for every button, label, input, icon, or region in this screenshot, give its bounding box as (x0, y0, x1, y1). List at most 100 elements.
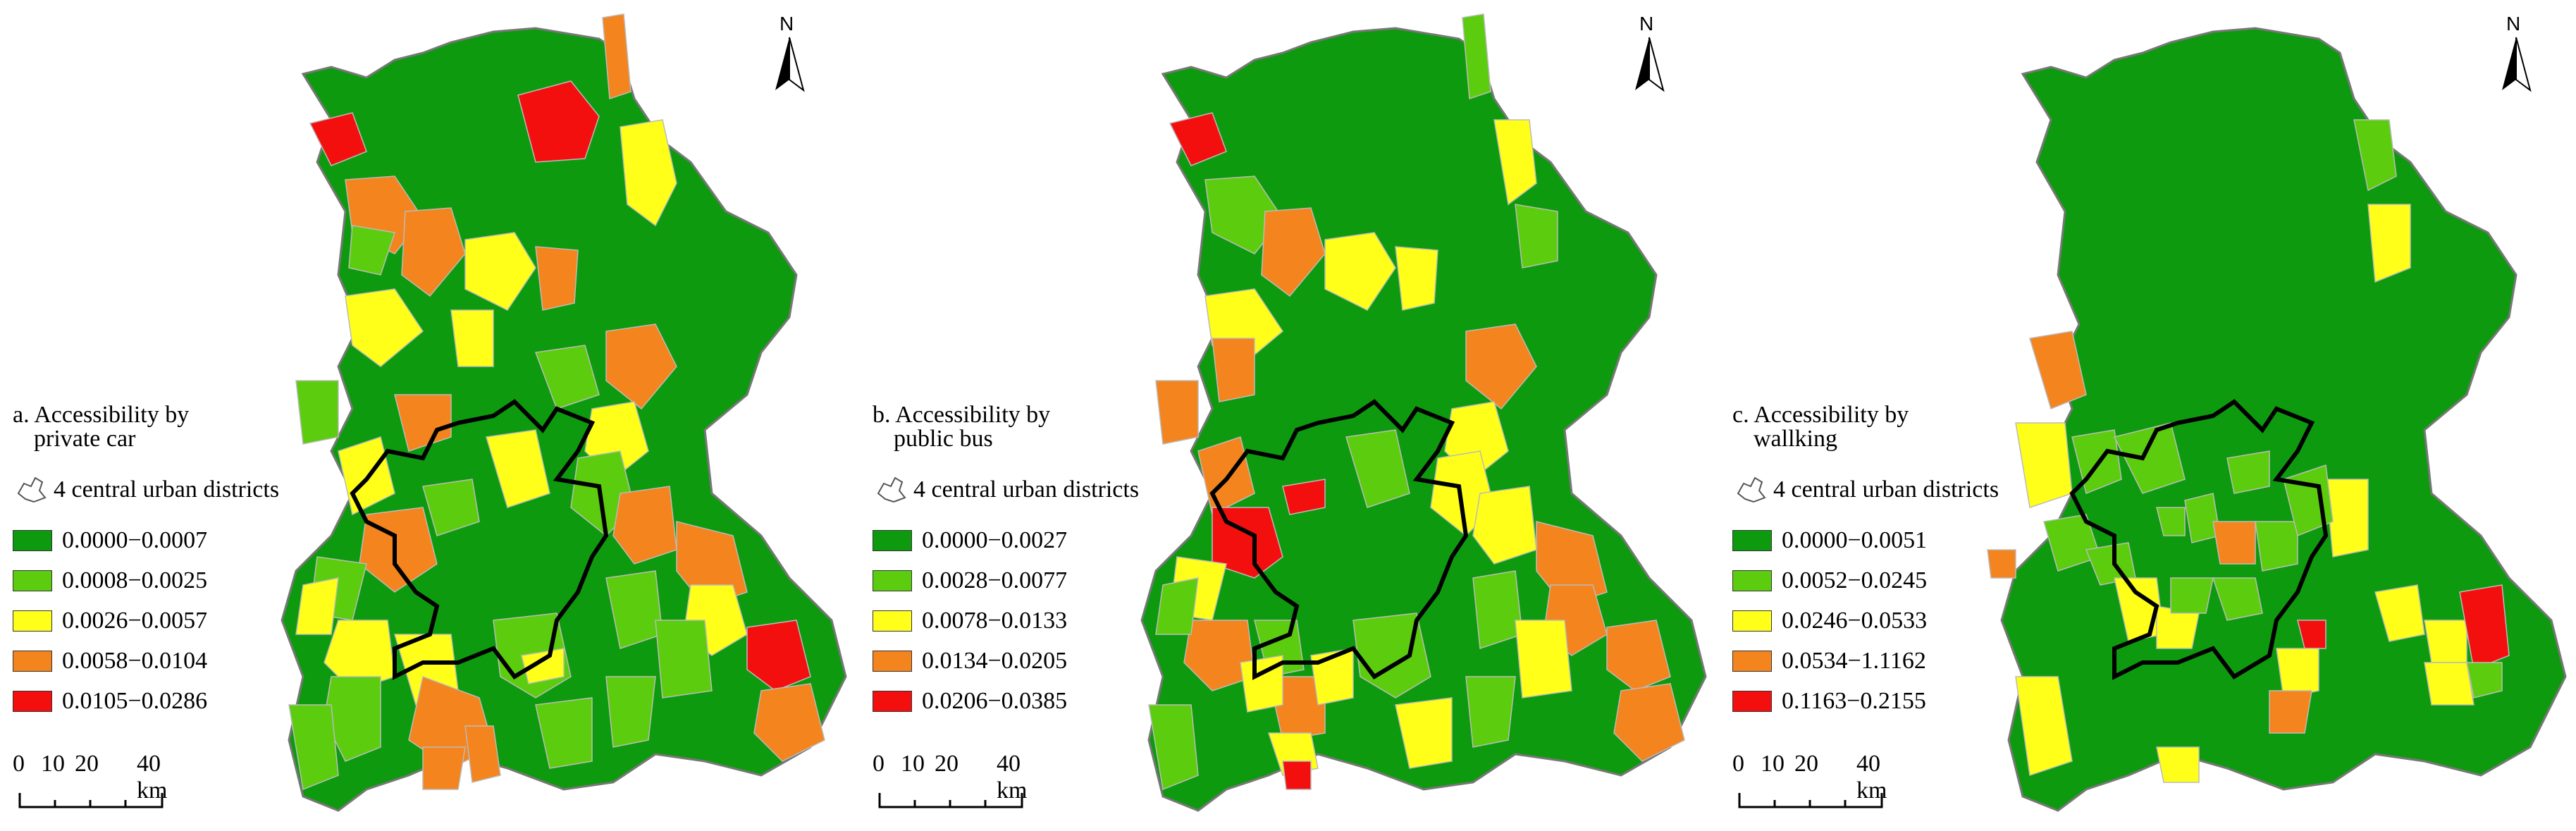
district-area (1155, 380, 1199, 445)
scale-bar: 0 10 20 40 km (13, 751, 196, 821)
district-area (422, 746, 466, 790)
district-area (1395, 246, 1438, 311)
legend-item: 0.0246−0.0533 (1732, 601, 1927, 641)
district-area (753, 683, 825, 762)
district-patches (288, 13, 825, 791)
scale-label: 20 (1794, 751, 1818, 777)
scale-label: 0 (1732, 751, 1744, 777)
boundary-legend-label: 4 central urban districts (54, 476, 280, 503)
district-area (2255, 521, 2298, 572)
district-area (2015, 422, 2073, 508)
legend-label: 0.0052−0.0245 (1782, 567, 1928, 593)
district-area (655, 620, 713, 698)
district-area (295, 577, 339, 635)
district-area (1493, 119, 1537, 206)
central-urban-boundary (2069, 399, 2329, 680)
scale-label: 0 (873, 751, 885, 777)
district-area (1155, 577, 1199, 635)
legend-item: 0.0000−0.0027 (873, 520, 1067, 560)
map-a (281, 13, 847, 812)
panel-title: c. Accessibility by wallking (1732, 403, 1909, 451)
district-area (348, 225, 395, 276)
district-area (1472, 486, 1537, 565)
district-area (1345, 429, 1410, 508)
legend-swatch (873, 610, 912, 632)
legend-swatch (1732, 529, 1772, 551)
district-area (1462, 13, 1491, 100)
legend-swatch (873, 570, 912, 591)
district-area (534, 345, 600, 410)
legend-swatch (1732, 570, 1772, 591)
central-urban-boundary (350, 399, 609, 680)
district-area (1212, 338, 1255, 402)
legend-label: 0.0105−0.0286 (62, 687, 208, 714)
legend-label: 0.0026−0.0057 (62, 607, 208, 634)
district-area (535, 697, 593, 769)
district-area (464, 725, 501, 783)
legend-label: 0.0534−1.1162 (1782, 647, 1926, 674)
map-b (1140, 13, 1707, 812)
scale-label: 10 (901, 751, 925, 777)
district-area (2029, 331, 2087, 410)
district-area (2459, 584, 2510, 671)
map-panel-a: N a. Accessibility by private car 4 cent… (0, 0, 858, 831)
district-area (605, 676, 656, 748)
district-area (2212, 521, 2256, 565)
legend-label: 0.0058−0.0104 (62, 647, 208, 674)
north-arrow-icon (1635, 37, 1665, 92)
north-label: N (779, 13, 794, 35)
district-area (1613, 683, 1685, 762)
district-area (1282, 479, 1326, 515)
district-area (1515, 620, 1572, 698)
legend-swatch (873, 690, 912, 712)
district-area (2226, 450, 2270, 494)
north-label: N (2506, 13, 2521, 35)
district-area (1183, 620, 1255, 691)
north-arrow-icon (775, 37, 805, 92)
legend-label: 0.0246−0.0533 (1782, 607, 1928, 634)
scale-bar: 0 10 20 40 km (1732, 751, 1916, 821)
north-arrow: N (768, 13, 811, 92)
district-area (486, 429, 550, 508)
boundary-legend-label: 4 central urban districts (913, 476, 1140, 503)
legend-label: 0.1163−0.2155 (1782, 687, 1926, 714)
legend-label: 0.0000−0.0051 (1782, 527, 1928, 553)
scale-label: 20 (75, 751, 99, 777)
district-area (1987, 549, 2016, 579)
legend-item: 0.0000−0.0007 (13, 520, 207, 560)
scale-label: 40 km (1856, 751, 1887, 804)
district-area (535, 246, 579, 311)
legend-label: 0.0000−0.0027 (922, 527, 1068, 553)
legend-label: 0.0000−0.0007 (62, 527, 208, 553)
north-label: N (1639, 13, 1654, 35)
district-area (1395, 697, 1453, 769)
district-area (288, 704, 339, 791)
panel-title: a. Accessibility by private car (13, 403, 189, 451)
legend-item: 0.0534−1.1162 (1732, 641, 1927, 681)
district-area (2297, 620, 2327, 649)
panel-title-line2: private car (34, 426, 136, 452)
scale-bar-ruler (1738, 793, 1883, 808)
district-patches (1987, 119, 2510, 783)
legend-swatch (1732, 610, 1772, 632)
legend-swatch (873, 650, 912, 672)
district-area (2374, 584, 2425, 642)
district-area (2156, 507, 2186, 536)
legend-label: 0.0008−0.0025 (62, 567, 208, 593)
legend-swatch (1732, 690, 1772, 712)
district-area (1148, 704, 1199, 791)
district-area (1261, 207, 1326, 297)
district-boundary-icon (877, 476, 906, 503)
district-area (422, 479, 480, 536)
legend-label: 0.0206−0.0385 (922, 687, 1068, 714)
scale-label: 10 (1761, 751, 1785, 777)
district-area (2170, 577, 2214, 614)
district-area (450, 309, 494, 367)
north-arrow-icon (2502, 37, 2532, 92)
district-area (2212, 577, 2263, 621)
legend-classes: 0.0000−0.0007 0.0008−0.0025 0.0026−0.005… (13, 520, 207, 721)
scale-bar-ruler (18, 793, 164, 808)
legend-item: 0.0105−0.0286 (13, 681, 207, 721)
legend-item: 0.0052−0.0245 (1732, 560, 1927, 601)
legend-swatch (13, 690, 52, 712)
